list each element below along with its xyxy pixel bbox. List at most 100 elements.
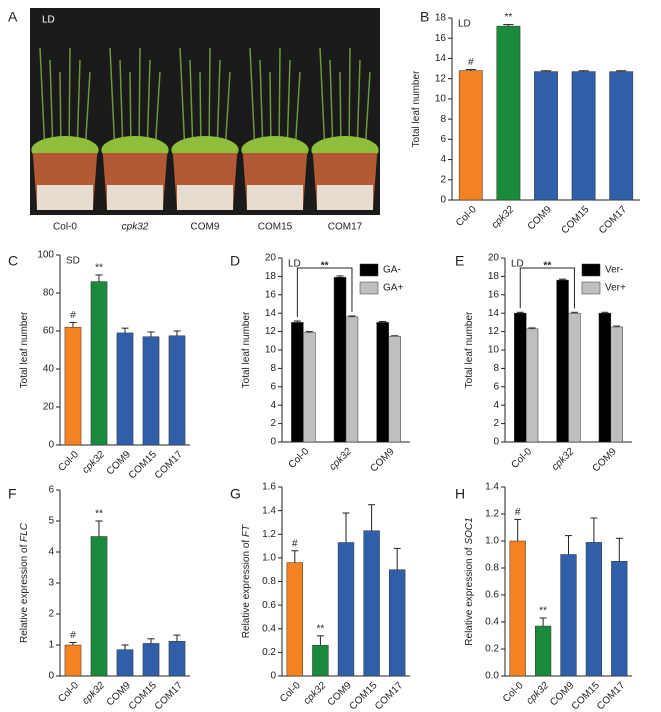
panel-letter: H — [455, 486, 465, 502]
bar — [90, 281, 108, 446]
y-tick-label: 10 — [265, 345, 277, 356]
panel-letter: C — [8, 253, 18, 269]
x-tick-label: cpk32 — [490, 204, 517, 231]
bar — [116, 332, 134, 446]
significance: ** — [95, 509, 103, 520]
y-axis-label-text: Total leaf number — [411, 70, 422, 147]
stem — [109, 47, 116, 154]
bar — [534, 625, 552, 677]
y-tick-label: 2 — [493, 418, 499, 429]
bar — [142, 336, 160, 446]
y-axis-label-text: Relative expression of — [241, 540, 252, 639]
y-tick-label: 12 — [488, 326, 500, 337]
y-tick-label: 1.2 — [262, 529, 276, 540]
photo-category: cpk32 — [122, 222, 149, 233]
panel-letter: E — [455, 253, 464, 269]
y-axis-label: Total leaf number — [411, 70, 422, 147]
y-tick-label: 0 — [270, 437, 276, 448]
y-tick-label: 80 — [43, 288, 55, 299]
photo-category: COM9 — [191, 222, 220, 233]
panel-letter: G — [230, 486, 241, 502]
x-tick-label: Col-0 — [56, 680, 81, 705]
y-tick-label: 0.2 — [262, 647, 276, 658]
x-tick-label: COM9 — [368, 446, 397, 475]
bar — [509, 540, 526, 677]
significance: ** — [539, 606, 547, 617]
y-tick-label: 1.0 — [262, 553, 276, 564]
x-tick-label: Col-0 — [501, 680, 526, 705]
bar — [363, 530, 380, 677]
legend-swatch — [581, 263, 601, 277]
bar — [571, 71, 596, 201]
significance: ** — [317, 623, 325, 634]
x-tick-label: Col-0 — [56, 449, 81, 474]
y-axis-label: Total leaf number — [241, 311, 252, 388]
bar — [458, 70, 483, 201]
y-tick-label: 18 — [488, 271, 500, 282]
y-tick-label: 0 — [48, 671, 54, 682]
x-tick-label: cpk32 — [80, 449, 107, 476]
bar — [376, 322, 389, 443]
y-tick-label: 16 — [435, 33, 447, 44]
panel-letter: D — [230, 253, 240, 269]
y-tick-label: 0 — [270, 671, 276, 682]
bar — [598, 312, 612, 443]
bar — [168, 641, 186, 677]
panel-letter: A — [8, 9, 18, 25]
y-tick-label: 0.8 — [262, 576, 276, 587]
bar — [611, 561, 628, 677]
x-tick-label: cpk32 — [327, 446, 354, 473]
x-tick-label: COM17 — [597, 204, 629, 236]
y-tick-label: 2 — [270, 418, 276, 429]
annotation: LD — [511, 259, 524, 270]
y-tick-label: 1.4 — [485, 482, 499, 493]
bar — [389, 569, 406, 677]
stem — [348, 47, 351, 154]
bar — [585, 542, 603, 677]
stem — [179, 47, 186, 154]
bar — [64, 644, 82, 677]
y-tick-label: 1.6 — [262, 482, 276, 493]
x-tick-label: COM17 — [153, 680, 185, 712]
panel-letter: F — [8, 486, 17, 502]
y-axis-label: Relative expression of FT — [241, 524, 252, 638]
y-axis-label-gene: FT — [241, 524, 252, 537]
significance: # — [468, 57, 474, 68]
y-tick-label: 6 — [440, 134, 446, 145]
significance: ** — [505, 12, 513, 23]
significance: # — [70, 310, 76, 321]
photo-category: COM17 — [328, 222, 363, 233]
bar — [337, 542, 355, 677]
stem — [319, 47, 326, 154]
y-tick-label: 8 — [270, 363, 276, 374]
y-tick-label: 4 — [493, 400, 499, 411]
y-tick-label: 6 — [270, 381, 276, 392]
y-tick-label: 0.4 — [262, 623, 276, 634]
y-tick-label: 0.6 — [262, 600, 276, 611]
stem — [208, 47, 211, 154]
bar — [525, 328, 539, 443]
stem — [68, 47, 71, 154]
y-axis-label: Relative expression of SOC1 — [464, 517, 475, 645]
legend-swatch — [581, 281, 601, 295]
y-axis-label-text: Total leaf number — [464, 311, 475, 388]
legend-label: Ver+ — [605, 283, 626, 294]
y-tick-label: 16 — [488, 289, 500, 300]
legend-swatch — [359, 281, 379, 295]
y-axis-label-text: Relative expression of — [19, 544, 30, 643]
bracket-label: ** — [321, 261, 329, 272]
y-tick-label: 18 — [435, 13, 447, 24]
bar — [142, 643, 160, 677]
y-tick-label: 5 — [48, 516, 54, 527]
y-tick-label: 4 — [440, 154, 446, 165]
bar — [303, 332, 316, 443]
bracket-label: ** — [543, 261, 551, 272]
y-tick-label: 3 — [48, 578, 54, 589]
y-tick-label: 2 — [440, 174, 446, 185]
y-tick-label: 2 — [48, 609, 54, 620]
y-axis-label: Relative expression of FLC — [19, 522, 30, 643]
pot-base — [317, 185, 373, 210]
bar — [560, 554, 577, 677]
x-tick-label: cpk32 — [302, 680, 329, 707]
